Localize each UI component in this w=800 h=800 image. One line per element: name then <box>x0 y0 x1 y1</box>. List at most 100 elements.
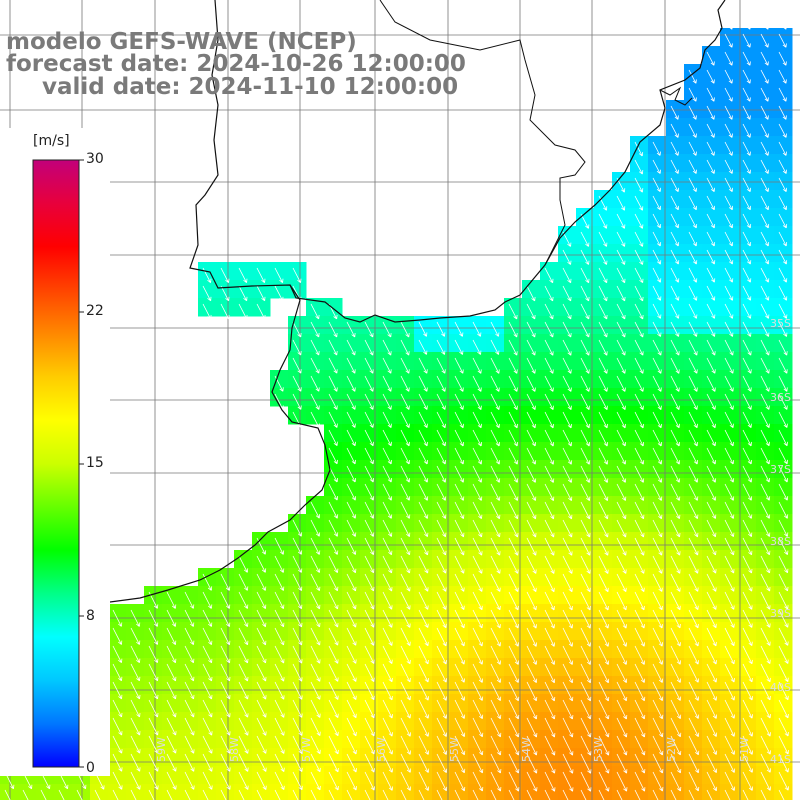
wind-arrow <box>616 483 627 501</box>
wind-arrow <box>526 465 537 483</box>
lat-label: 36S <box>770 391 791 404</box>
wind-cell <box>468 568 487 587</box>
wind-cell <box>108 676 127 695</box>
wind-cell <box>198 280 217 299</box>
wind-cell <box>486 478 505 497</box>
wind-arrow <box>346 771 357 791</box>
wind-arrow <box>256 573 267 591</box>
wind-arrow <box>760 393 770 410</box>
wind-cell <box>684 352 703 371</box>
wind-arrow <box>508 393 518 411</box>
wind-cell <box>720 100 739 119</box>
wind-arrow <box>760 429 770 447</box>
wind-arrow <box>382 447 392 465</box>
wind-arrow <box>292 573 303 592</box>
wind-cell <box>126 712 145 731</box>
wind-cell <box>522 766 541 785</box>
wind-cell <box>756 514 775 533</box>
wind-cell <box>630 658 649 677</box>
wind-arrow <box>346 645 357 664</box>
wind-cell <box>558 712 577 731</box>
wind-arrow <box>508 681 520 702</box>
wind-arrow <box>220 591 231 609</box>
wind-cell <box>360 676 379 695</box>
wind-arrow <box>544 537 555 556</box>
wind-arrow <box>652 753 664 774</box>
wind-arrow <box>382 411 392 429</box>
wind-arrow <box>472 537 483 556</box>
wind-cell <box>576 478 595 497</box>
wind-arrow <box>472 573 483 592</box>
wind-arrow <box>724 15 733 30</box>
wind-cell <box>522 496 541 515</box>
wind-cell <box>540 748 559 767</box>
wind-cell <box>630 334 649 353</box>
wind-arrow <box>724 393 734 410</box>
wind-arrow <box>598 339 608 356</box>
lon-label: 56W <box>375 737 388 762</box>
wind-arrow <box>526 519 537 538</box>
wind-cell <box>540 424 559 443</box>
wind-arrow <box>742 33 751 48</box>
wind-arrow <box>634 555 645 574</box>
wind-cell <box>756 784 775 800</box>
wind-arrow <box>688 69 697 84</box>
wind-arrow <box>148 735 159 754</box>
wind-cell <box>108 730 127 749</box>
wind-cell <box>648 712 667 731</box>
wind-cell <box>720 568 739 587</box>
wind-arrow <box>634 537 645 556</box>
wind-arrow <box>490 465 501 483</box>
wind-cell <box>630 550 649 569</box>
wind-cell <box>738 658 757 677</box>
wind-arrow <box>310 555 321 573</box>
wind-arrow <box>616 357 626 374</box>
wind-arrow <box>292 699 303 718</box>
wind-cell <box>378 388 397 407</box>
wind-arrow <box>292 555 303 573</box>
wind-arrow <box>310 627 321 646</box>
wind-cell <box>756 460 775 479</box>
wind-cell <box>522 694 541 713</box>
wind-cell <box>702 460 721 479</box>
wind-cell <box>612 496 631 515</box>
wind-cell <box>684 154 703 173</box>
wind-cell <box>396 442 415 461</box>
wind-cell <box>288 514 307 533</box>
wind-cell <box>576 352 595 371</box>
wind-cell <box>252 748 271 767</box>
wind-arrow <box>364 537 375 556</box>
wind-arrow <box>328 627 339 646</box>
wind-cell <box>198 640 217 659</box>
wind-cell <box>360 694 379 713</box>
wind-arrow <box>418 339 428 355</box>
wind-arrow <box>274 663 285 682</box>
wind-arrow <box>490 447 500 465</box>
wind-cell <box>720 118 739 137</box>
wind-cell <box>342 784 361 800</box>
wind-arrow <box>508 519 519 538</box>
wind-arrow <box>670 267 680 283</box>
wind-cell <box>324 694 343 713</box>
wind-cell <box>486 784 505 800</box>
wind-arrow <box>778 87 787 102</box>
wind-arrow <box>130 645 141 664</box>
wind-arrow <box>526 321 536 338</box>
wind-cell <box>702 388 721 407</box>
wind-arrow <box>724 537 735 556</box>
wind-arrow <box>544 483 555 502</box>
wind-arrow <box>346 663 357 682</box>
wind-arrow <box>364 429 374 447</box>
wind-arrow <box>508 609 519 629</box>
wind-cell <box>648 568 667 587</box>
wind-cell <box>522 604 541 623</box>
wind-arrow <box>634 177 644 193</box>
wind-cell <box>252 262 271 281</box>
wind-cell <box>486 748 505 767</box>
wind-arrow <box>472 627 483 647</box>
wind-arrow <box>490 501 501 520</box>
wind-arrow <box>598 393 608 411</box>
wind-cell <box>720 676 739 695</box>
wind-arrow <box>418 321 428 337</box>
wind-cell <box>486 388 505 407</box>
